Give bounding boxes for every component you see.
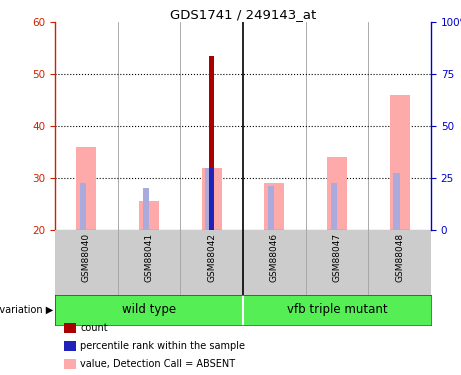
Text: vfb triple mutant: vfb triple mutant — [287, 303, 387, 316]
Bar — [331, 183, 337, 230]
Text: GSM88048: GSM88048 — [395, 233, 404, 282]
Text: percentile rank within the sample: percentile rank within the sample — [80, 341, 245, 351]
Text: GSM88041: GSM88041 — [144, 233, 154, 282]
Bar — [80, 183, 86, 230]
Text: genotype/variation ▶: genotype/variation ▶ — [0, 305, 54, 315]
Text: wild type: wild type — [122, 303, 176, 316]
Bar — [209, 56, 214, 230]
Text: GSM88042: GSM88042 — [207, 233, 216, 282]
Bar — [143, 188, 149, 230]
Text: value, Detection Call = ABSENT: value, Detection Call = ABSENT — [80, 359, 236, 369]
Title: GDS1741 / 249143_at: GDS1741 / 249143_at — [170, 8, 316, 21]
Bar — [390, 95, 410, 230]
Text: GSM88047: GSM88047 — [332, 233, 342, 282]
Text: GSM88046: GSM88046 — [270, 233, 279, 282]
Bar — [139, 201, 159, 230]
Bar — [264, 183, 284, 230]
Bar — [327, 157, 347, 230]
Bar — [77, 147, 96, 230]
Bar — [201, 168, 222, 230]
Bar — [393, 173, 400, 230]
Bar — [268, 186, 274, 230]
Bar — [206, 168, 212, 230]
Text: count: count — [80, 323, 108, 333]
Text: GSM88040: GSM88040 — [82, 233, 91, 282]
Bar — [209, 168, 214, 230]
